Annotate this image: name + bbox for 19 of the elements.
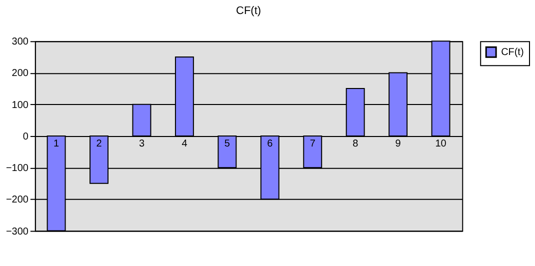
x-tick-label: 7 [310,138,316,150]
y-tick-label: −100 [6,163,29,174]
x-tick-label: 3 [138,138,145,150]
y-tick-label: 200 [12,68,29,80]
y-tick-label: −200 [6,194,29,206]
y-tick-label: 300 [12,36,29,48]
x-tick-label: 9 [395,138,402,150]
x-tick-label: 2 [96,138,102,150]
x-tick-label: 8 [352,138,359,150]
chart-title: CF(t) [236,5,262,18]
x-tick-label: 6 [267,138,274,150]
x-tick-label: 1 [54,138,60,150]
y-tick-label: 100 [12,100,29,111]
x-tick-label: 4 [182,138,188,150]
x-tick-label: 10 [435,138,447,150]
y-tick-label: 0 [22,131,29,142]
legend-label: CF(t) [501,47,524,58]
x-tick-label: 5 [224,138,230,150]
y-tick-label: −300 [6,226,29,238]
